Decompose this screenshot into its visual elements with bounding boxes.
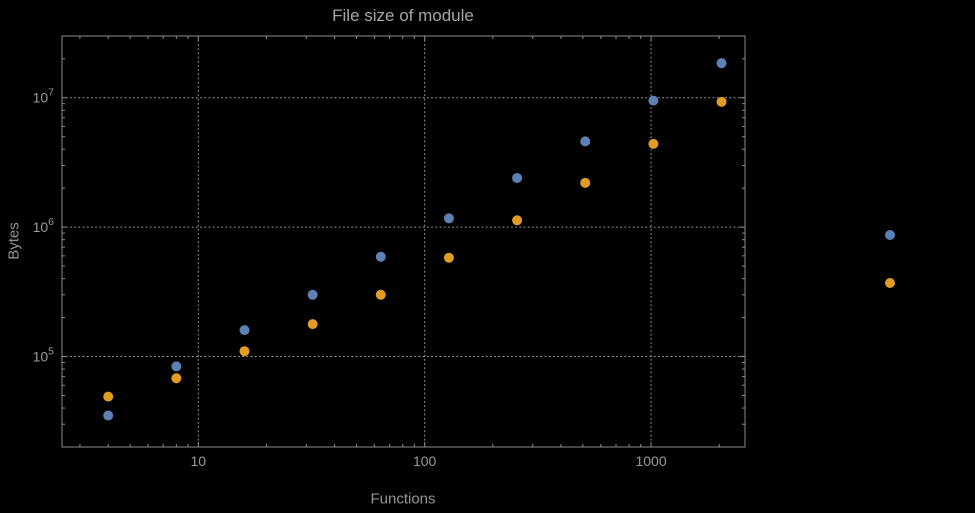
data-point-series-orange — [375, 289, 386, 300]
data-point-series-blue — [307, 289, 318, 300]
data-point-series-orange — [580, 177, 591, 188]
data-point-series-blue — [648, 95, 659, 106]
data-point-series-blue — [375, 251, 386, 262]
legend-marker — [885, 278, 895, 288]
x-tick-label: 1000 — [635, 453, 666, 469]
data-point-series-blue — [580, 136, 591, 147]
x-axis-label: Functions — [370, 490, 436, 508]
y-axis-label: Bytes — [5, 222, 23, 260]
data-point-series-orange — [716, 96, 727, 107]
plot-frame — [61, 35, 746, 448]
data-point-series-blue — [512, 172, 523, 183]
data-point-series-blue — [171, 361, 182, 372]
y-tick-label: 105 — [33, 346, 55, 365]
data-point-series-blue — [443, 213, 454, 224]
x-tick-label: 10 — [191, 453, 207, 469]
y-tick-label: 107 — [33, 87, 55, 106]
data-point-series-blue — [239, 325, 250, 336]
x-tick-label: 100 — [413, 453, 437, 469]
legend-marker — [885, 230, 895, 240]
chart-title: File size of module — [332, 6, 474, 25]
data-point-series-orange — [171, 373, 182, 384]
data-point-series-orange — [443, 252, 454, 263]
data-point-series-orange — [307, 319, 318, 330]
data-point-series-blue — [716, 58, 727, 69]
data-point-series-blue — [103, 410, 114, 421]
data-point-series-orange — [103, 391, 114, 402]
data-point-series-orange — [648, 138, 659, 149]
data-point-series-orange — [512, 215, 523, 226]
y-tick-label: 106 — [33, 216, 55, 235]
data-point-series-orange — [239, 346, 250, 357]
